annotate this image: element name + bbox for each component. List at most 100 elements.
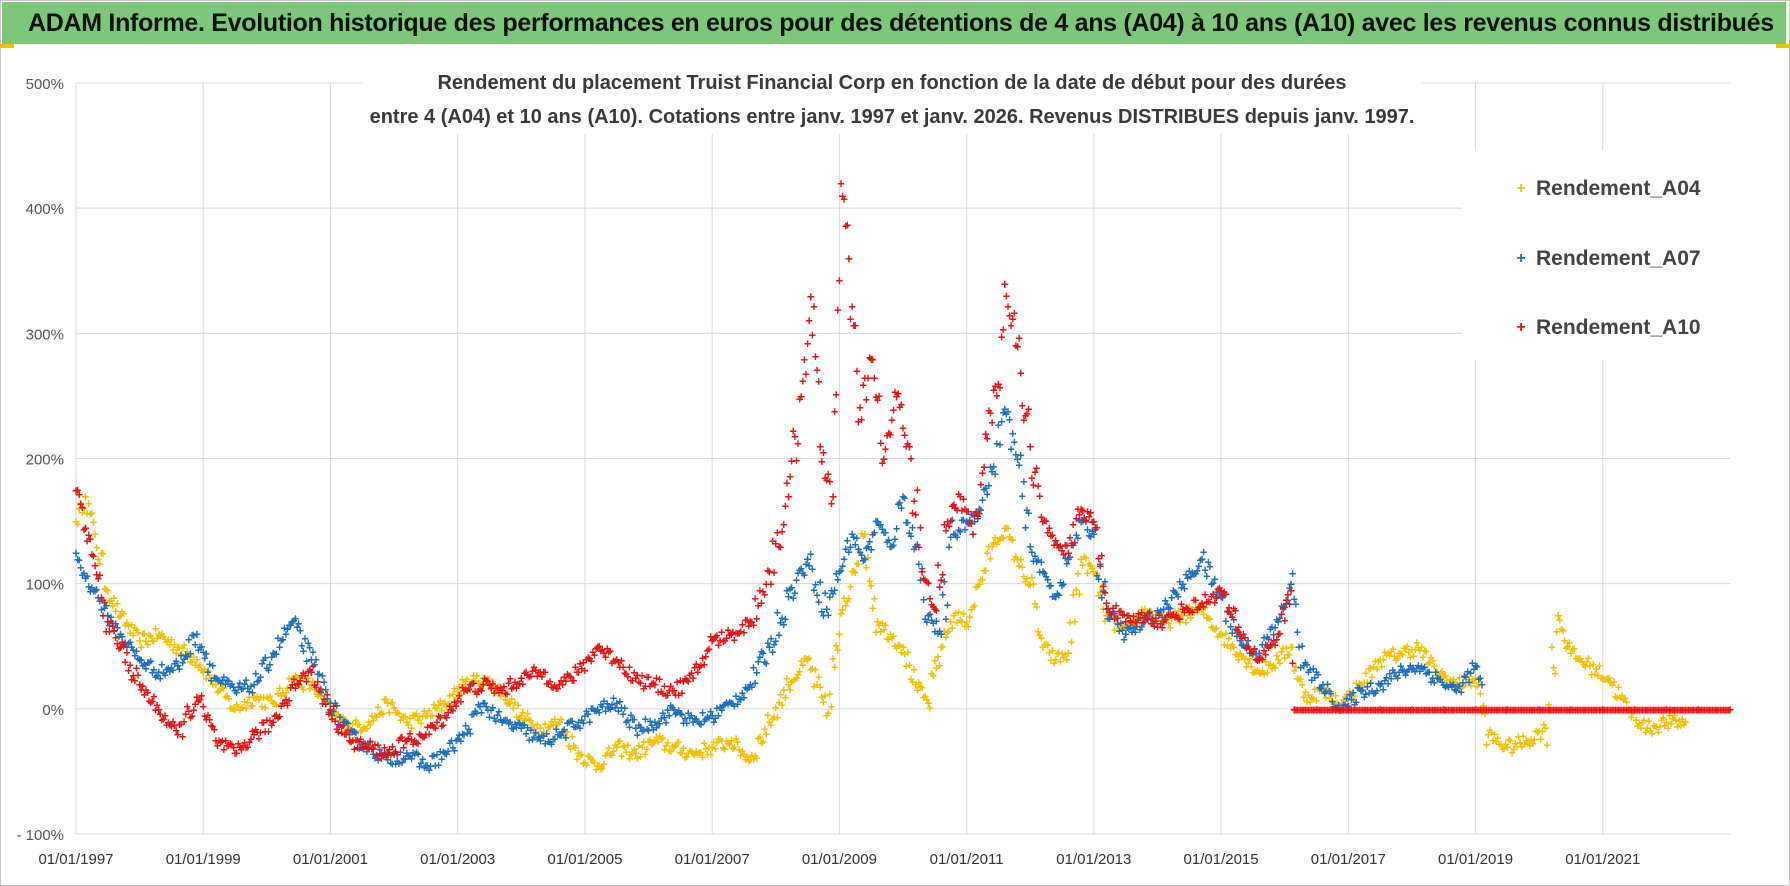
data-point-fill: +	[1550, 660, 1557, 674]
data-point-fill: +	[1144, 606, 1151, 620]
data-point-fill: +	[96, 568, 103, 582]
data-point-fill: +	[1162, 613, 1169, 627]
data-point-fill: +	[1147, 604, 1154, 618]
data-point: +	[365, 715, 373, 730]
data-point-fill: +	[238, 701, 245, 715]
data-point-fill: +	[998, 531, 1005, 545]
data-point-fill: +	[600, 757, 607, 771]
data-point-fill: +	[179, 641, 186, 655]
data-point-fill: +	[373, 710, 380, 724]
data-point-fill: +	[903, 659, 910, 673]
data-point-fill: +	[427, 759, 434, 773]
data-point-fill: +	[724, 736, 731, 750]
data-point-fill: +	[1594, 668, 1601, 682]
data-point-fill: +	[864, 550, 871, 564]
data-point-fill: +	[150, 634, 157, 648]
data-point-fill: +	[1159, 610, 1166, 624]
data-point-fill: +	[363, 722, 370, 736]
data-point: +	[1395, 647, 1403, 662]
data-point-fill: +	[654, 716, 661, 730]
data-point: +	[1141, 603, 1149, 618]
data-point-fill: +	[1502, 737, 1509, 751]
data-point: +	[575, 747, 583, 762]
data-point: +	[835, 628, 843, 643]
data-point-fill: +	[955, 605, 962, 619]
data-point-fill: +	[672, 707, 679, 721]
data-point-fill: +	[1426, 655, 1433, 669]
data-point-fill: +	[370, 747, 377, 761]
data-point-fill: +	[581, 709, 588, 723]
data-point-fill: +	[1082, 514, 1089, 528]
data-point-fill: +	[88, 581, 95, 595]
data-point-fill: +	[1327, 687, 1334, 701]
data-point: +	[1643, 722, 1651, 737]
data-point-fill: +	[794, 437, 801, 451]
data-point-fill: +	[755, 732, 762, 746]
data-point-fill: +	[1467, 666, 1474, 680]
data-point-fill: +	[915, 557, 922, 571]
data-point-fill: +	[809, 562, 816, 576]
data-point-fill: +	[526, 713, 533, 727]
data-point-fill: +	[1489, 734, 1496, 748]
data-point-fill: +	[1292, 660, 1299, 674]
data-point-fill: +	[87, 585, 94, 599]
data-point-fill: +	[1015, 458, 1022, 472]
data-point-fill: +	[389, 757, 396, 771]
data-point-fill: +	[376, 707, 383, 721]
data-point-fill: +	[1044, 572, 1051, 586]
data-point-fill: +	[933, 661, 940, 675]
data-point-fill: +	[160, 629, 167, 643]
data-point-fill: +	[1085, 529, 1092, 543]
data-point-fill: +	[1025, 578, 1032, 592]
data-point-fill: +	[543, 727, 550, 741]
data-point-fill: +	[1144, 607, 1151, 621]
data-point-fill: +	[1572, 652, 1579, 666]
data-point-fill: +	[1262, 654, 1269, 668]
data-point-fill: +	[599, 761, 606, 775]
data-point: +	[1453, 684, 1461, 699]
data-point-fill: +	[852, 319, 859, 333]
data-point-fill: +	[664, 736, 671, 750]
data-point-fill: +	[1116, 621, 1123, 635]
data-point-fill: +	[779, 611, 786, 625]
data-point-fill: +	[200, 645, 207, 659]
data-point-fill: +	[1273, 648, 1280, 662]
data-point-fill: +	[389, 696, 396, 710]
data-point-fill: +	[1334, 702, 1341, 716]
data-point-fill: +	[1634, 719, 1641, 733]
data-point-fill: +	[796, 664, 803, 678]
data-point: +	[912, 678, 920, 693]
data-point-fill: +	[786, 582, 793, 596]
data-point-fill: +	[489, 675, 496, 689]
data-point-fill: +	[454, 732, 461, 746]
data-point-fill: +	[814, 588, 821, 602]
data-point: +	[365, 740, 373, 755]
data-point: +	[269, 715, 277, 730]
data-point-fill: +	[249, 685, 256, 699]
data-point-fill: +	[1451, 683, 1458, 697]
data-point-fill: +	[111, 591, 118, 605]
data-point-fill: +	[1551, 667, 1558, 681]
data-point-fill: +	[1639, 715, 1646, 729]
data-point-fill: +	[476, 676, 483, 690]
data-point-fill: +	[247, 699, 254, 713]
data-point-fill: +	[1079, 514, 1086, 528]
data-point-fill: +	[1585, 651, 1592, 665]
data-point-fill: +	[371, 709, 378, 723]
data-point-fill: +	[669, 739, 676, 753]
data-point-fill: +	[1109, 609, 1116, 623]
data-point-fill: +	[751, 749, 758, 763]
data-point-fill: +	[848, 299, 855, 313]
data-point-fill: +	[1235, 652, 1242, 666]
data-point-fill: +	[527, 713, 534, 727]
data-point-fill: +	[1419, 661, 1426, 675]
data-point-fill: +	[220, 670, 227, 684]
data-point-fill: +	[1342, 690, 1349, 704]
data-point-fill: +	[1267, 657, 1274, 671]
data-point-fill: +	[209, 677, 216, 691]
data-point-fill: +	[966, 610, 973, 624]
data-point-fill: +	[449, 741, 456, 755]
data-point-fill: +	[925, 576, 932, 590]
data-point-fill: +	[1243, 638, 1250, 652]
series-a10: +++++++++++++++++ + ++ +++ + ++ ++++++ + +++ ++++…	[72, 177, 1734, 766]
